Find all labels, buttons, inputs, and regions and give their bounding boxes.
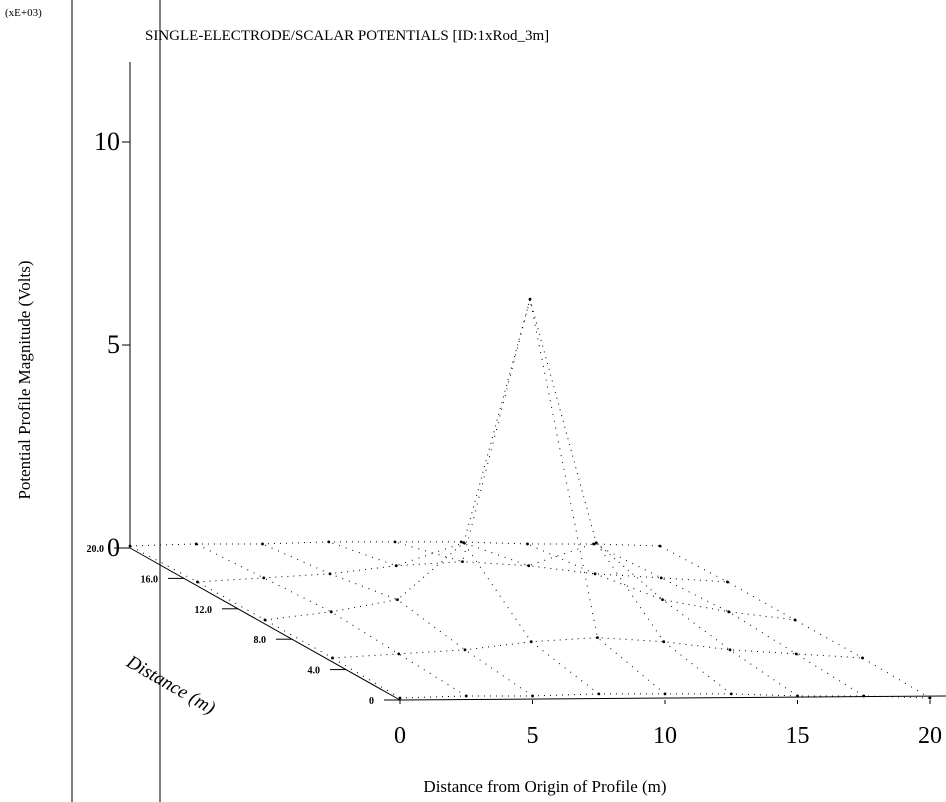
surface-line — [264, 297, 796, 621]
surface-point — [196, 580, 199, 584]
depth-tick-label: 4.0 — [308, 666, 321, 677]
surface-point — [527, 564, 531, 568]
depth-tick-label: 0 — [369, 696, 374, 707]
z-axis-label: Potential Profile Magnitude (Volts) — [15, 260, 34, 499]
depth-axis-label: Distance (m) — [122, 651, 219, 719]
surface-cross-line — [196, 543, 467, 697]
surface-point — [528, 297, 532, 301]
depth-axis — [129, 547, 401, 701]
surface-point — [394, 564, 398, 568]
depth-tick-label: 20.0 — [87, 544, 105, 555]
surface-point — [327, 540, 331, 544]
surface-point — [262, 576, 266, 580]
surface-point — [461, 560, 464, 564]
surface-cross-line — [659, 545, 931, 699]
surface-point — [261, 542, 264, 546]
surface-point — [727, 610, 731, 614]
surface-cross-line — [262, 543, 533, 697]
x-tick-label: 5 — [527, 723, 539, 749]
x-axis — [399, 695, 946, 701]
surface-point — [396, 598, 399, 602]
chart-title: SINGLE-ELECTRODE/SCALAR POTENTIALS [ID:1… — [145, 28, 549, 44]
surface-point — [726, 580, 729, 584]
depth-tick-label: 12.0 — [195, 605, 213, 616]
x-axis-label: Distance from Origin of Profile (m) — [423, 777, 666, 796]
surface-cross-line — [461, 541, 732, 695]
surface-cross-line — [394, 299, 666, 695]
surface-line — [332, 637, 863, 659]
surface-point — [397, 652, 401, 656]
surface-point — [462, 541, 466, 545]
surface-point — [526, 542, 529, 546]
surface-point — [194, 542, 198, 546]
surface-point — [596, 636, 599, 640]
surface-point — [592, 542, 596, 546]
depth-tick-label: 16.0 — [141, 574, 159, 585]
surface-point — [661, 598, 664, 602]
surface-point — [329, 610, 333, 614]
x-tick-label: 10 — [653, 723, 677, 749]
surface-cross-line — [527, 543, 798, 697]
z-tick-label: 10 — [94, 127, 120, 156]
surface-cross-line — [593, 543, 865, 697]
surface-point — [393, 540, 397, 544]
surface-point — [459, 540, 463, 544]
surface-point — [659, 576, 663, 580]
surface-line — [197, 561, 728, 583]
surface-point — [728, 648, 732, 652]
x-tick-label: 15 — [786, 723, 810, 749]
surface-point — [594, 541, 598, 545]
x-tick-label: 0 — [394, 723, 406, 749]
surface-cross-line — [328, 541, 600, 695]
surface-point — [794, 652, 798, 656]
x-tick-label: 20 — [918, 723, 942, 749]
z-tick-label: 0 — [107, 533, 120, 562]
z-tick-label: 5 — [107, 330, 120, 359]
z-multiplier: (xE+03) — [5, 7, 42, 19]
surface-point — [463, 648, 467, 652]
surface-point — [529, 640, 533, 644]
depth-tick-label: 8.0 — [254, 635, 267, 646]
surface-point — [662, 640, 666, 644]
